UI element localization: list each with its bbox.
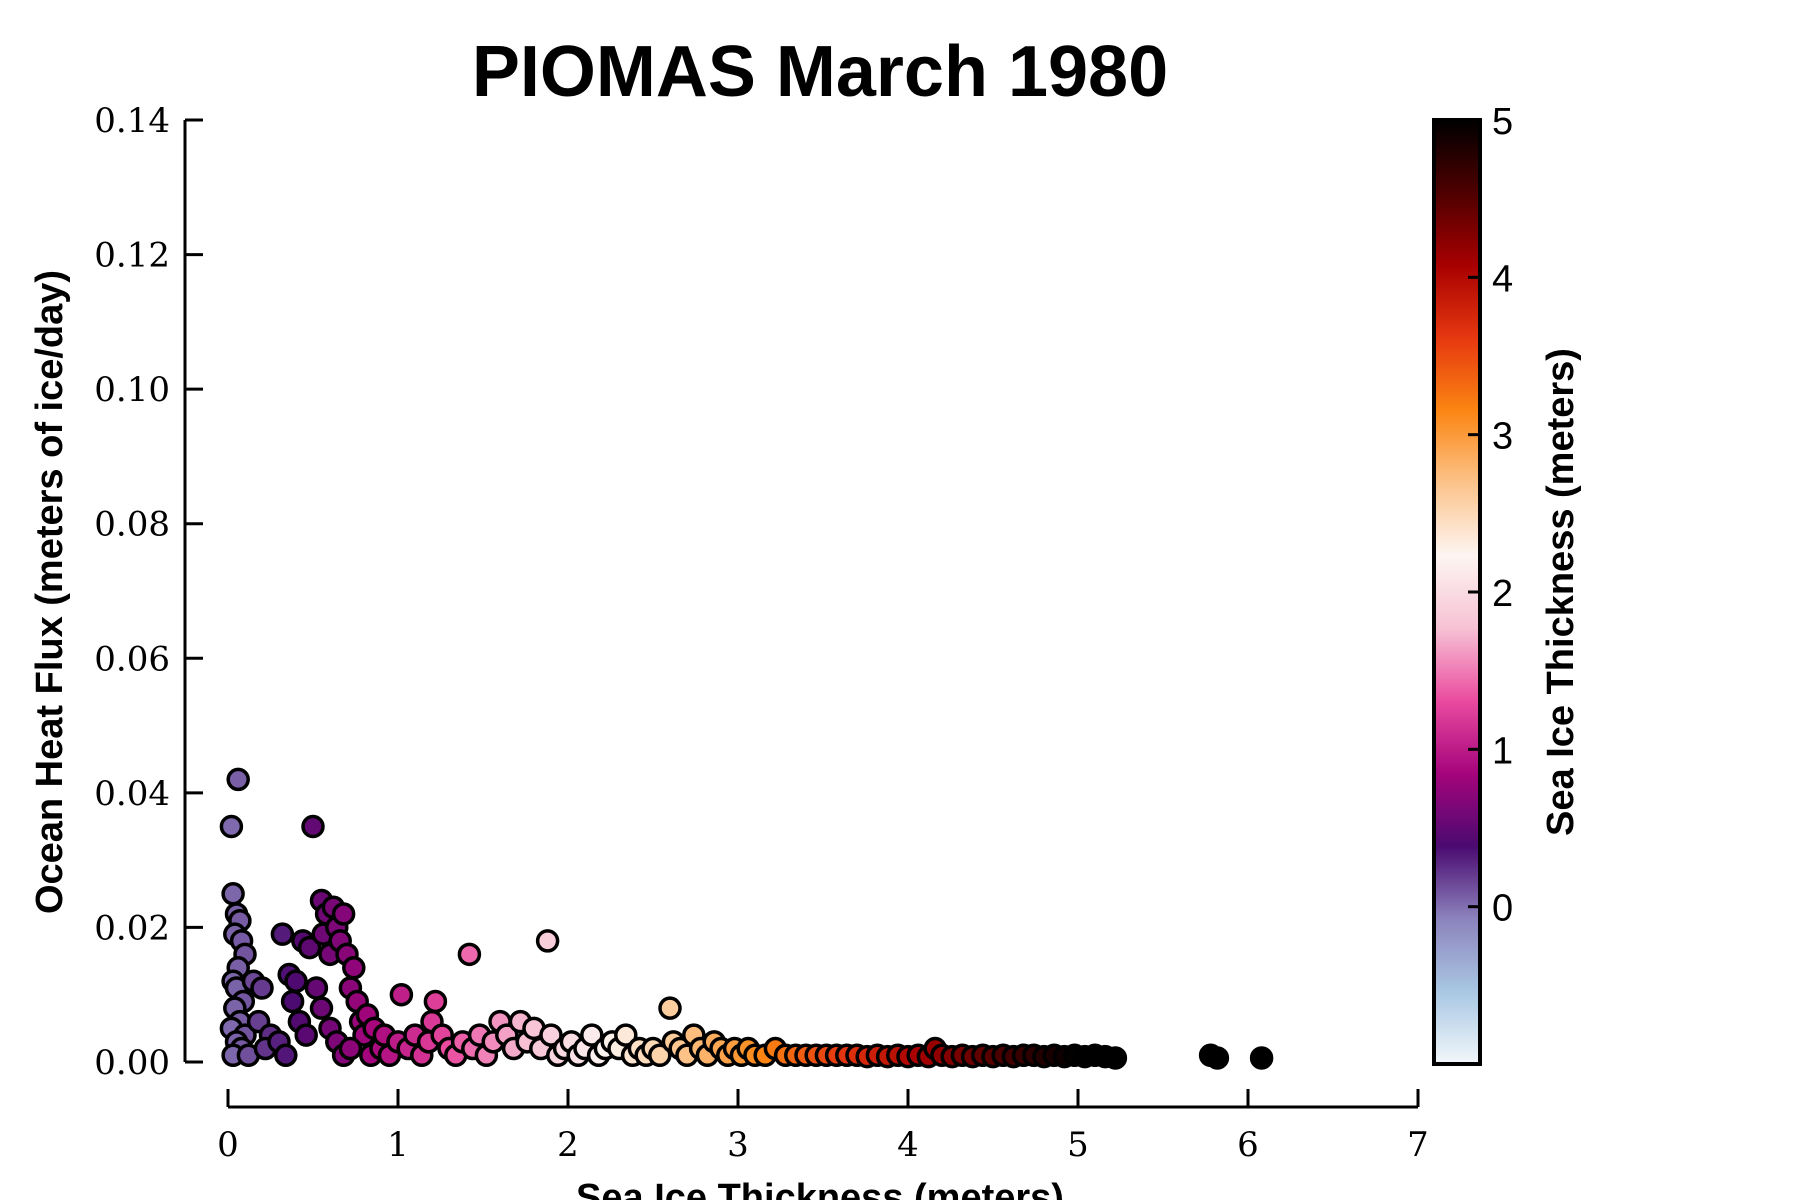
y-tick-label: 0.00 — [94, 1043, 170, 1083]
colorbar-tick-label: 0 — [1492, 888, 1513, 930]
x-axis-ticks: 0 1 2 3 4 5 6 7 — [217, 1089, 1429, 1165]
scatter-point — [614, 1023, 638, 1047]
y-axis-label: Ocean Heat Flux (meters of ice/day) — [29, 270, 71, 914]
scatter-point — [423, 989, 448, 1014]
y-tick-label: 0.14 — [94, 101, 170, 141]
scatter-point — [226, 767, 250, 792]
scatter-point — [301, 814, 325, 839]
x-tick-label: 0 — [217, 1125, 239, 1165]
scatter-point — [389, 982, 414, 1007]
x-tick-label: 2 — [557, 1125, 579, 1165]
x-tick-label: 5 — [1067, 1125, 1089, 1165]
scatter-point — [331, 902, 356, 926]
x-tick-label: 4 — [897, 1125, 919, 1165]
scatter-point — [457, 942, 482, 967]
scatter-point — [219, 814, 244, 839]
y-tick-label: 0.10 — [94, 370, 170, 410]
colorbar-label: Sea Ice Thickness (meters) — [1540, 348, 1582, 836]
y-tick-label: 0.06 — [94, 639, 170, 679]
y-tick-label: 0.02 — [94, 908, 170, 948]
scatter-point — [274, 1043, 298, 1068]
x-tick-label: 7 — [1407, 1125, 1429, 1165]
scatter-point — [309, 996, 334, 1020]
x-tick-label: 6 — [1237, 1125, 1259, 1165]
scatter-point — [338, 1036, 363, 1061]
scatter-point — [535, 929, 560, 953]
scatter-point — [297, 935, 322, 960]
colorbar-ticks: 0 1 2 3 4 5 — [1468, 101, 1513, 930]
x-tick-label: 1 — [387, 1125, 409, 1165]
x-axis-label: Sea Ice Thickness (meters) — [576, 1177, 1064, 1200]
y-axis-ticks: 0.00 0.02 0.04 0.06 0.08 0.10 0.12 0.14 — [94, 101, 203, 1083]
scatter-point — [270, 922, 295, 946]
x-tick-label: 3 — [727, 1125, 749, 1165]
scatter-point — [539, 1023, 563, 1047]
chart-title: PIOMAS March 1980 — [472, 32, 1168, 112]
scatter-point — [284, 969, 308, 994]
scatter-point — [304, 976, 329, 1000]
scatter-point — [580, 1023, 604, 1047]
colorbar-tick-label: 3 — [1492, 416, 1513, 458]
colorbar-tick-label: 5 — [1492, 101, 1513, 143]
y-tick-label: 0.08 — [94, 505, 170, 545]
scatter-point — [294, 1023, 318, 1047]
colorbar-tick-label: 2 — [1492, 573, 1513, 615]
scatter-point — [280, 989, 305, 1014]
scatter-point — [342, 956, 366, 980]
scatter-point — [250, 976, 274, 1000]
colorbar-tick-label: 4 — [1492, 258, 1513, 300]
scatter-point — [648, 1043, 672, 1068]
scatter-point — [1103, 1046, 1128, 1070]
scatter-point — [1205, 1046, 1230, 1070]
scatter-point — [658, 996, 682, 1020]
scatter-points — [219, 767, 1274, 1070]
colorbar-tick-label: 1 — [1492, 730, 1513, 772]
y-tick-label: 0.12 — [94, 236, 170, 276]
scatter-point — [221, 882, 245, 906]
scatter-point — [1249, 1046, 1274, 1070]
y-tick-label: 0.04 — [94, 774, 170, 814]
